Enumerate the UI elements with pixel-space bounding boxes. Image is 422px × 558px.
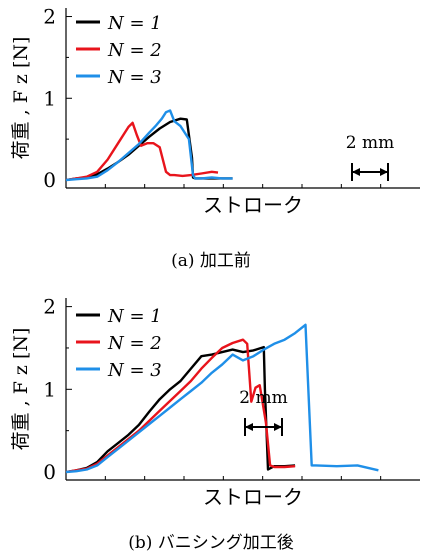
series-line-n3 bbox=[65, 109, 233, 182]
y-axis-label: 荷重 , F z [N] bbox=[10, 328, 32, 451]
series-line-n1 bbox=[65, 345, 296, 474]
legend-label-n2: N = 2 bbox=[107, 40, 162, 61]
legend-label-n1: N = 1 bbox=[107, 306, 162, 327]
legend-label-n3: N = 3 bbox=[107, 67, 162, 88]
y-tick-label: 1 bbox=[43, 86, 56, 110]
legend-label-n3: N = 3 bbox=[107, 360, 162, 381]
scale-bar-arrow-right bbox=[274, 423, 282, 431]
y-tick-label: 0 bbox=[43, 460, 56, 484]
x-axis-label: ストローク bbox=[203, 193, 303, 217]
chart-a: 0 1 2 荷重 , F z [N] ストローク N = 1 N = 2 N = 3 2 mm bbox=[10, 5, 420, 217]
y-tick-label: 1 bbox=[43, 377, 56, 401]
chart-b: 0 1 2 荷重 , F z [N] ストローク N = 1 N = 2 N = 3 2 mm bbox=[10, 295, 420, 509]
y-tick-label: 2 bbox=[43, 5, 56, 29]
series-line-n3 bbox=[65, 323, 379, 474]
scale-bar-arrow-left bbox=[352, 168, 360, 176]
scale-bar-label: 2 mm bbox=[239, 388, 287, 408]
series-line-n2 bbox=[65, 121, 219, 182]
x-axis-label: ストローク bbox=[203, 485, 303, 509]
legend-label-n1: N = 1 bbox=[107, 13, 162, 34]
series-line-n1 bbox=[65, 117, 233, 182]
series-line-n2 bbox=[65, 338, 296, 474]
legend-label-n2: N = 2 bbox=[107, 333, 162, 354]
y-axis-label: 荷重 , F z [N] bbox=[10, 37, 32, 160]
caption-a: (a) 加工前 bbox=[171, 251, 251, 271]
y-tick-label: 0 bbox=[43, 168, 56, 192]
scale-bar-arrow-right bbox=[380, 168, 388, 176]
caption-b: (b) バニシング加工後 bbox=[128, 533, 294, 553]
scale-bar-label: 2 mm bbox=[346, 133, 394, 153]
y-tick-label: 2 bbox=[43, 295, 56, 319]
scale-bar-arrow-left bbox=[245, 423, 253, 431]
